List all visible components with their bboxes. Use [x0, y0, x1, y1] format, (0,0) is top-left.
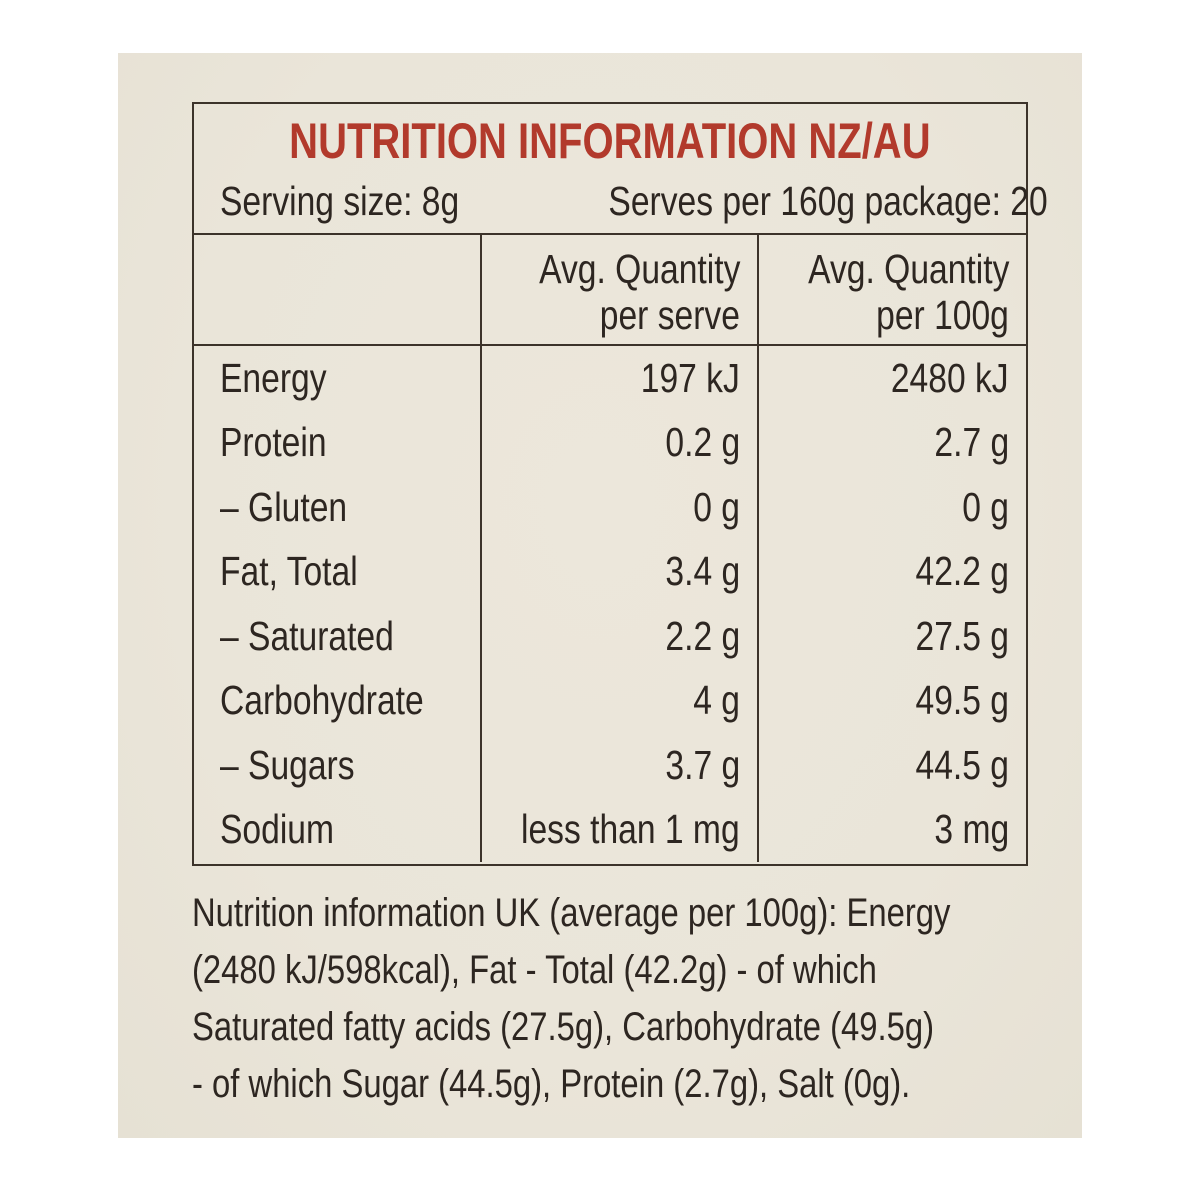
nutrient-name: Protein [220, 419, 327, 466]
per-100g-value-cell: 42.2 g [757, 539, 1026, 604]
per-serve-value-cell: 3.7 g [480, 733, 757, 798]
per-serve-value: 4 g [693, 677, 740, 724]
nutrition-label: NUTRITION INFORMATION NZ/AU Serving size… [118, 53, 1082, 1138]
per-serve-header-line2: per serve [599, 291, 740, 338]
uk-note-line: Saturated fatty acids (27.5g), Carbohydr… [192, 1005, 935, 1049]
nutrient-name-cell: Carbohydrate [194, 669, 480, 734]
per-serve-value-cell: 2.2 g [480, 604, 757, 669]
nutrient-name: – Saturated [220, 612, 394, 659]
nutrient-column-header [194, 235, 480, 346]
per-serve-value: 2.2 g [665, 612, 740, 659]
uk-nutrition-note: Nutrition information UK (average per 10… [192, 885, 1052, 1113]
nutrient-name: Sodium [220, 806, 334, 853]
nutrient-name: Energy [220, 354, 327, 401]
per-100g-value: 27.5 g [915, 612, 1009, 659]
per-serve-value: 0.2 g [665, 419, 740, 466]
per-100g-value: 49.5 g [915, 677, 1009, 724]
per-serve-header-line1: Avg. Quantity [538, 245, 740, 292]
nutrient-name: – Sugars [220, 741, 355, 788]
per-100g-value-cell: 27.5 g [757, 604, 1026, 669]
per-serve-value: 3.7 g [665, 741, 740, 788]
per-100g-header-line2: per 100g [876, 291, 1009, 338]
per-100g-value-cell: 44.5 g [757, 733, 1026, 798]
per-serve-value-cell: 3.4 g [480, 539, 757, 604]
per-100g-value-cell: 2480 kJ [757, 346, 1026, 411]
per-100g-column-header: Avg. Quantity per 100g [757, 235, 1026, 346]
serving-row: Serving size: 8g Serves per 160g package… [194, 174, 1047, 228]
per-100g-value: 2480 kJ [891, 354, 1009, 401]
nutrient-name-cell: – Gluten [194, 475, 480, 540]
per-serve-value-cell: 4 g [480, 668, 757, 733]
per-100g-value: 44.5 g [915, 741, 1009, 788]
per-100g-header-line1: Avg. Quantity [807, 245, 1009, 292]
per-100g-value: 42.2 g [915, 548, 1009, 595]
nutrient-name-cell: – Sugars [194, 733, 480, 798]
per-100g-value: 0 g [962, 483, 1009, 530]
per-serve-value-cell: 197 kJ [480, 346, 757, 411]
nutrient-name-cell: Sodium [194, 798, 480, 863]
uk-note-line: Nutrition information UK (average per 10… [192, 891, 951, 935]
nutrient-name-cell: Protein [194, 411, 480, 476]
nutrient-grid: Avg. Quantity per serve Avg. Quantity pe… [194, 235, 1026, 862]
per-100g-value-cell: 49.5 g [757, 668, 1026, 733]
nutrient-name: Carbohydrate [220, 677, 424, 724]
uk-note-line: (2480 kJ/598kcal), Fat - Total (42.2g) -… [192, 948, 877, 992]
nutrient-name-cell: Fat, Total [194, 540, 480, 605]
per-100g-value-cell: 0 g [757, 475, 1026, 540]
page-title: NUTRITION INFORMATION NZ/AU [289, 113, 931, 169]
per-serve-column-header: Avg. Quantity per serve [480, 235, 757, 346]
nutrient-name-cell: – Saturated [194, 604, 480, 669]
per-100g-value-cell: 3 mg [757, 797, 1026, 862]
per-serve-value-cell: 0 g [480, 475, 757, 540]
per-serve-value: 197 kJ [640, 354, 740, 401]
uk-note-line: - of which Sugar (44.5g), Protein (2.7g)… [192, 1062, 911, 1106]
serving-size-text: Serving size: 8g [220, 178, 460, 224]
nutrient-name-cell: Energy [194, 346, 480, 411]
table-header-section: NUTRITION INFORMATION NZ/AU Serving size… [194, 104, 1047, 235]
title-row: NUTRITION INFORMATION NZ/AU [194, 114, 1026, 168]
serves-per-package-text: Serves per 160g package: 20 [608, 178, 1048, 224]
per-serve-value: less than 1 mg [521, 806, 740, 853]
nutrient-name: Fat, Total [220, 548, 358, 595]
per-serve-value-cell: 0.2 g [480, 410, 757, 475]
per-100g-value: 2.7 g [934, 419, 1009, 466]
per-100g-value-cell: 2.7 g [757, 410, 1026, 475]
per-serve-value: 0 g [693, 483, 740, 530]
nutrient-name: – Gluten [220, 483, 348, 530]
per-serve-value-cell: less than 1 mg [480, 797, 757, 862]
nutrition-table: NUTRITION INFORMATION NZ/AU Serving size… [192, 102, 1047, 866]
per-100g-value: 3 mg [934, 806, 1009, 853]
per-serve-value: 3.4 g [665, 548, 740, 595]
